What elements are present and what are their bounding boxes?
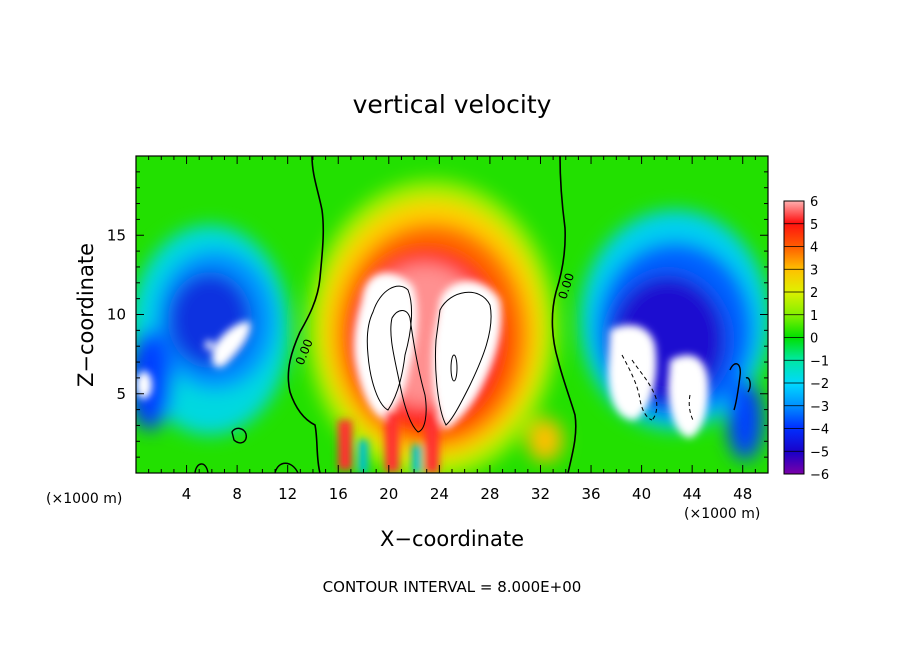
chart-title: vertical velocity <box>353 90 552 119</box>
x-tick-label: 48 <box>733 485 752 503</box>
colorbar-tick-label: −4 <box>810 423 829 438</box>
contour-small-5 <box>745 377 751 393</box>
colorbar-ticks: 6 5 4 3 2 1 0 −1 −2 −3 −4 −5 −6 <box>784 195 829 483</box>
colorbar-tick-label: 4 <box>810 241 818 256</box>
x-tick-label: 40 <box>632 485 651 503</box>
contour-small-2 <box>194 463 209 473</box>
colorbar-tick-label: 5 <box>810 218 818 233</box>
contour-core-right <box>435 291 492 426</box>
y-tick-label: 5 <box>116 385 126 403</box>
y-unit-label: (×1000 m) <box>46 491 122 507</box>
contour-core-left-inner <box>390 310 427 433</box>
contour-small-4 <box>729 363 742 411</box>
x-tick-label: 36 <box>581 485 600 503</box>
x-unit-label: (×1000 m) <box>684 506 760 522</box>
contour-neg-right-2 <box>631 359 658 421</box>
contour-interval-caption: CONTOUR INTERVAL = 8.000E+00 <box>323 578 582 596</box>
zero-contour-left <box>287 156 325 473</box>
contour-small-3 <box>274 462 299 473</box>
x-tick-label: 24 <box>430 485 449 503</box>
colorbar-tick-label: −3 <box>810 400 829 415</box>
contour-neg-right-3 <box>688 394 695 423</box>
contour-lines <box>194 156 751 473</box>
x-tick-label: 28 <box>480 485 499 503</box>
x-tick-label: 8 <box>232 485 242 503</box>
contour-core-spot <box>450 354 458 382</box>
x-tick-label: 12 <box>278 485 297 503</box>
x-tick-label: 20 <box>379 485 398 503</box>
contour-neg-right-1 <box>621 354 653 421</box>
y-tick-label: 10 <box>107 306 126 324</box>
colorbar-tick-label: −1 <box>810 354 829 369</box>
heatmap-field <box>136 156 768 473</box>
x-tick-label: 44 <box>683 485 702 503</box>
x-axis-title: X−coordinate <box>380 527 524 551</box>
colorbar-tick-label: 2 <box>810 286 818 301</box>
y-axis: 5 10 15 <box>107 171 768 458</box>
colorbar-tick-label: 6 <box>810 195 818 210</box>
colorbar-tick-label: 0 <box>810 332 818 347</box>
x-tick-label: 16 <box>329 485 348 503</box>
colorbar-tick-label: −6 <box>810 468 829 483</box>
colorbar-tick-label: 3 <box>810 263 818 278</box>
colorbar-tick-label: −5 <box>810 445 829 460</box>
y-tick-label: 15 <box>107 226 126 244</box>
x-axis: 4 8 12 16 20 24 28 32 36 40 44 48 <box>148 156 756 503</box>
colorbar-tick-label: −2 <box>810 377 829 392</box>
x-tick-label: 32 <box>531 485 550 503</box>
zero-contour-right <box>551 156 577 473</box>
contour-small-1 <box>231 427 248 444</box>
colorbar-tick-label: 1 <box>810 309 818 324</box>
colorbar: 6 5 4 3 2 1 0 −1 −2 −3 −4 −5 −6 <box>783 195 829 483</box>
x-tick-label: 4 <box>182 485 192 503</box>
y-axis-title: Z−coordinate <box>74 243 98 387</box>
